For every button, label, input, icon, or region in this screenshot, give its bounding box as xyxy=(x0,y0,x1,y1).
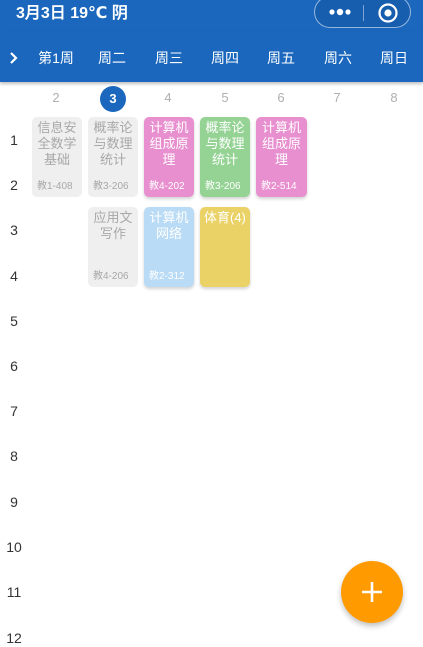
course-name: 概率论与数理统计 xyxy=(205,120,245,167)
plus-icon xyxy=(362,582,382,602)
date-sat: 7 xyxy=(333,90,341,105)
date-wed: 4 xyxy=(164,90,172,105)
course-room: 教3-206 xyxy=(205,181,241,192)
course-card[interactable]: 概率论与数理统计 教3-206 xyxy=(88,117,138,197)
course-room: 教1-408 xyxy=(37,181,73,192)
period-label: 8 xyxy=(10,448,18,464)
date-thu: 5 xyxy=(221,90,229,105)
course-card[interactable]: 应用文写作 教4-206 xyxy=(88,207,138,287)
course-name: 计算机组成原理 xyxy=(261,120,301,167)
add-course-button[interactable] xyxy=(341,561,403,623)
course-card[interactable]: 计算机网络 教2-312 xyxy=(144,207,194,287)
course-room: 教2-312 xyxy=(149,271,185,282)
course-room: 教4-206 xyxy=(93,271,129,282)
period-label: 2 xyxy=(10,177,18,193)
mini-program-capsule xyxy=(314,0,411,28)
course-card[interactable]: 计算机组成原理 教2-514 xyxy=(256,117,307,197)
period-label: 12 xyxy=(6,630,22,646)
course-name: 计算机组成原理 xyxy=(149,120,189,167)
day-header-wed: 周三 xyxy=(155,50,183,66)
status-bar: 3月3日 19℃ 阴 xyxy=(0,0,423,32)
course-name: 计算机网络 xyxy=(149,210,189,241)
course-name: 体育(4) xyxy=(204,210,246,225)
period-label: 10 xyxy=(6,539,22,555)
course-card[interactable]: 体育(4) xyxy=(200,207,250,287)
capsule-divider xyxy=(363,5,364,21)
date-sun: 8 xyxy=(390,90,398,105)
period-label: 6 xyxy=(10,358,18,374)
week-header: 第1周 周二 周三 周四 周五 周六 周日 xyxy=(0,32,423,82)
period-label: 9 xyxy=(10,494,18,510)
day-header-tue: 周二 xyxy=(98,50,126,66)
day-header-fri: 周五 xyxy=(267,50,295,66)
day-header-thu: 周四 xyxy=(211,50,239,66)
chevron-right-icon[interactable] xyxy=(8,51,20,65)
week-number[interactable]: 第1周 xyxy=(38,50,74,66)
period-label: 1 xyxy=(10,132,18,148)
course-card[interactable]: 计算机组成原理 教4-202 xyxy=(144,117,194,197)
period-label: 4 xyxy=(10,268,18,284)
course-room: 教4-202 xyxy=(149,181,185,192)
date-mon: 2 xyxy=(52,90,60,105)
target-icon[interactable] xyxy=(377,2,399,24)
course-card[interactable]: 信息安全数学基础 教1-408 xyxy=(32,117,82,197)
date-fri: 6 xyxy=(277,90,285,105)
period-label: 7 xyxy=(10,403,18,419)
period-label: 5 xyxy=(10,313,18,329)
course-room: 教2-514 xyxy=(261,181,297,192)
course-room: 教3-206 xyxy=(93,181,129,192)
day-header-sun: 周日 xyxy=(380,50,408,66)
page-title: 3月3日 19℃ 阴 xyxy=(16,5,128,22)
course-name: 应用文写作 xyxy=(93,210,133,241)
course-name: 概率论与数理统计 xyxy=(93,120,133,167)
period-label: 3 xyxy=(10,222,18,238)
today-badge: 3 xyxy=(100,86,126,112)
course-card[interactable]: 概率论与数理统计 教3-206 xyxy=(200,117,250,197)
course-name: 信息安全数学基础 xyxy=(37,120,77,167)
day-header-sat: 周六 xyxy=(324,50,352,66)
more-dots-icon[interactable] xyxy=(329,7,351,17)
period-label: 11 xyxy=(6,584,22,600)
